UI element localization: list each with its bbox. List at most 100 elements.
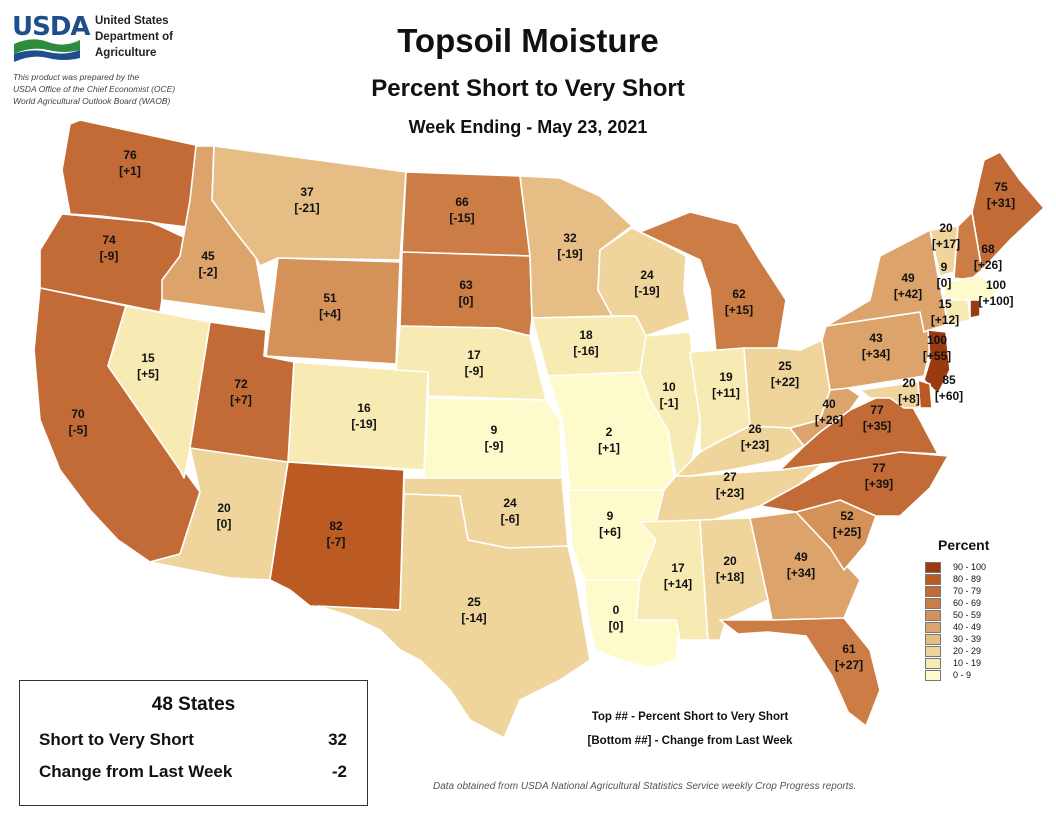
summary-row-short: Short to Very Short 32 (20, 730, 367, 750)
state-value-AL: 20 (723, 554, 737, 568)
state-change-UT: [+7] (230, 393, 252, 407)
state-change-WA: [+1] (119, 164, 141, 178)
legend-swatch (925, 573, 941, 585)
state-change-MN: [-19] (557, 247, 582, 261)
state-value-TN: 27 (723, 470, 737, 484)
state-change-SC: [+25] (833, 525, 861, 539)
state-change-DE: [+60] (935, 389, 963, 403)
state-change-TN: [+23] (716, 486, 744, 500)
state-value-MN: 32 (563, 231, 577, 245)
legend: Percent 90 - 100 80 - 89 70 - 79 60 - 69 50 … (925, 537, 989, 681)
state-value-WA: 76 (123, 148, 137, 162)
state-KS (423, 397, 563, 479)
state-change-AL: [+18] (716, 570, 744, 584)
legend-item: 50 - 59 (925, 609, 989, 621)
state-value-ID: 45 (201, 249, 215, 263)
state-change-CT: [+12] (931, 313, 959, 327)
state-value-NE: 17 (467, 348, 481, 362)
state-NH (953, 211, 983, 281)
legend-item: 90 - 100 (925, 561, 989, 573)
state-change-WI: [-19] (634, 284, 659, 298)
state-FL (719, 617, 881, 727)
state-change-TX: [-14] (461, 611, 486, 625)
state-value-MA: 9 (941, 260, 948, 274)
state-value-ND: 66 (455, 195, 469, 209)
state-change-FL: [+27] (835, 658, 863, 672)
state-change-IL: [-1] (660, 396, 679, 410)
state-ME (971, 151, 1045, 271)
state-value-ME: 75 (994, 180, 1008, 194)
legend-swatch (925, 621, 941, 633)
state-change-SD: [0] (459, 294, 474, 308)
state-change-IA: [-16] (573, 344, 598, 358)
legend-label: 80 - 89 (953, 574, 982, 584)
state-value-KS: 9 (491, 423, 498, 437)
state-value-AR: 9 (607, 509, 614, 523)
state-change-MI: [+15] (725, 303, 753, 317)
state-change-VT: [+17] (932, 237, 960, 251)
legend-label: 20 - 29 (953, 646, 982, 656)
state-value-PA: 43 (869, 331, 883, 345)
state-value-MO: 2 (606, 425, 613, 439)
state-value-CO: 16 (357, 401, 371, 415)
state-value-RI: 100 (986, 278, 1006, 292)
summary-value: 32 (328, 730, 347, 749)
state-change-ID: [-2] (199, 265, 218, 279)
state-value-MD: 20 (902, 376, 916, 390)
state-change-MO: [+1] (598, 441, 620, 455)
state-value-WV: 40 (822, 397, 836, 411)
week-ending: Week Ending - May 23, 2021 (408, 117, 648, 137)
agency-name: United States Department of Agriculture (95, 15, 173, 59)
state-change-NC: [+39] (865, 477, 893, 491)
state-value-AZ: 20 (217, 501, 231, 515)
key-top: Top ## - Percent Short to Very Short (591, 711, 789, 723)
state-NY (825, 229, 949, 333)
state-value-NV: 15 (141, 351, 155, 365)
state-CO (287, 361, 429, 471)
legend-swatch (925, 669, 941, 681)
legend-label: 30 - 39 (953, 634, 982, 644)
state-NE (395, 325, 547, 401)
legend-label: 70 - 79 (953, 586, 982, 596)
legend-item: 40 - 49 (925, 621, 989, 633)
state-MA (943, 275, 997, 301)
state-change-OR: [-9] (100, 249, 119, 263)
state-value-UT: 72 (234, 377, 248, 391)
key-bottom: [Bottom ##] - Change from Last Week (587, 735, 793, 747)
legend-item: 60 - 69 (925, 597, 989, 609)
state-value-NJ: 100 (927, 333, 947, 347)
state-NM (269, 461, 405, 611)
credit-note: This product was prepared by the USDA Of… (13, 72, 176, 106)
state-change-NE: [-9] (465, 364, 484, 378)
state-TX (317, 493, 591, 739)
legend-label: 0 - 9 (953, 670, 972, 680)
state-value-MS: 17 (671, 561, 685, 575)
state-change-VA: [+35] (863, 419, 891, 433)
state-NJ (923, 329, 951, 395)
state-change-NV: [+5] (137, 367, 159, 381)
state-value-MI: 62 (732, 287, 746, 301)
legend-label: 40 - 49 (953, 622, 982, 632)
state-change-GA: [+34] (787, 566, 815, 580)
state-change-MA: [0] (937, 276, 952, 290)
state-value-MT: 37 (300, 185, 314, 199)
state-change-RI: [+100] (978, 294, 1013, 308)
state-value-VA: 77 (870, 403, 884, 417)
legend-label: 60 - 69 (953, 598, 982, 608)
state-CT (943, 299, 971, 327)
state-value-FL: 61 (842, 642, 856, 656)
state-change-WY: [+4] (319, 307, 341, 321)
state-value-TX: 25 (467, 595, 481, 609)
state-change-IN: [+11] (712, 386, 740, 400)
state-change-NM: [-7] (327, 535, 346, 549)
legend-swatch (925, 645, 941, 657)
state-value-VT: 20 (939, 221, 953, 235)
legend-swatch (925, 657, 941, 669)
state-change-KS: [-9] (485, 439, 504, 453)
state-change-ND: [-15] (449, 211, 474, 225)
state-change-NJ: [+55] (923, 349, 951, 363)
state-change-MS: [+14] (664, 577, 692, 591)
legend-item: 30 - 39 (925, 633, 989, 645)
legend-swatch (925, 633, 941, 645)
